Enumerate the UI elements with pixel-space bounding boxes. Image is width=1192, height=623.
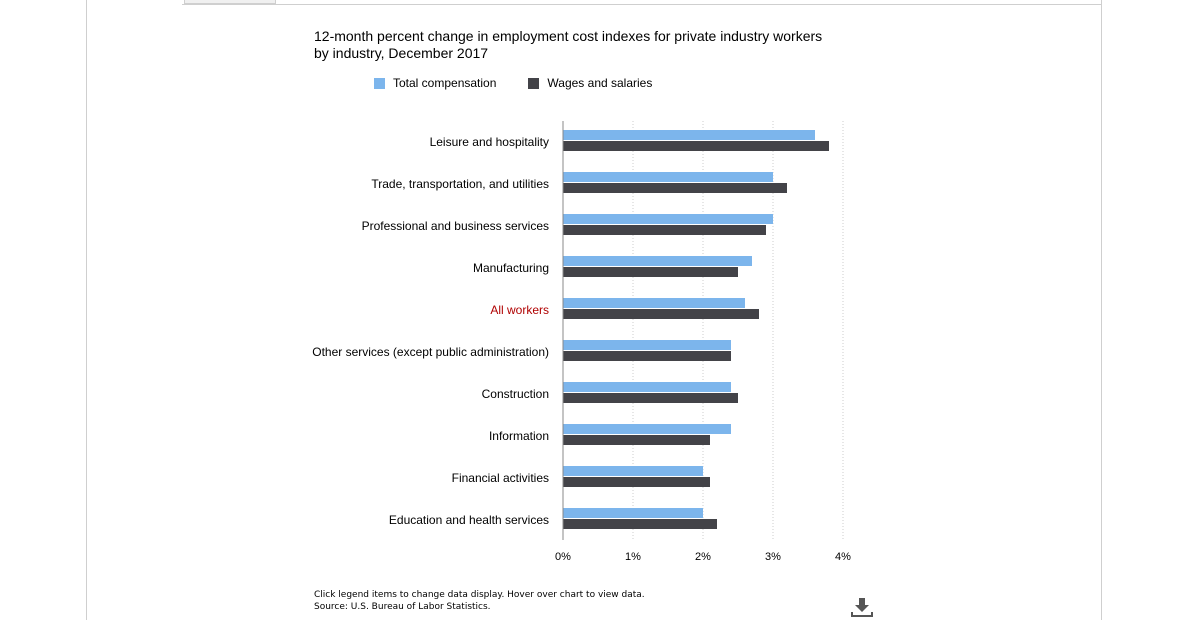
x-tick-label: 1%	[625, 551, 641, 563]
category-label: Construction	[482, 387, 549, 401]
chart-title-line-1: 12-month percent change in employment co…	[314, 28, 823, 44]
bar[interactable]	[563, 267, 738, 277]
chart-footnote: Click legend items to change data displa…	[314, 589, 645, 613]
category-label: Trade, transportation, and utilities	[371, 177, 549, 191]
tab-stub[interactable]	[184, 0, 276, 4]
bar[interactable]	[563, 256, 752, 266]
category-label: Financial activities	[452, 471, 549, 485]
category-label: All workers	[490, 303, 549, 317]
page-frame-left	[86, 0, 87, 620]
legend-swatch-total-compensation	[374, 77, 385, 89]
category-label: Professional and business services	[362, 219, 549, 233]
category-label: Manufacturing	[473, 261, 549, 275]
bar[interactable]	[563, 298, 745, 308]
chart-legend: Total compensation Wages and salaries	[374, 76, 684, 90]
x-tick-label: 2%	[695, 551, 711, 563]
x-tick-label: 0%	[555, 551, 571, 563]
bar[interactable]	[563, 130, 815, 140]
category-label: Leisure and hospitality	[430, 135, 549, 149]
legend-label-total-compensation: Total compensation	[393, 76, 497, 90]
bar[interactable]	[563, 141, 829, 151]
bar[interactable]	[563, 519, 717, 529]
footnote-source: Source: U.S. Bureau of Labor Statistics.	[314, 602, 491, 612]
category-label: Education and health services	[389, 513, 549, 527]
bar[interactable]	[563, 393, 738, 403]
legend-item-total-compensation[interactable]: Total compensation	[374, 76, 496, 90]
page-frame-right	[1101, 0, 1102, 620]
legend-label-wages-and-salaries: Wages and salaries	[547, 76, 653, 90]
bar[interactable]	[563, 351, 731, 361]
chart-title: 12-month percent change in employment co…	[314, 28, 874, 62]
download-icon[interactable]	[850, 596, 874, 618]
bar[interactable]	[563, 508, 703, 518]
bar[interactable]	[563, 466, 703, 476]
chart-title-line-2: by industry, December 2017	[314, 45, 489, 61]
bar[interactable]	[563, 309, 759, 319]
x-tick-label: 3%	[765, 551, 781, 563]
bar[interactable]	[563, 172, 773, 182]
bar[interactable]	[563, 183, 787, 193]
x-tick-label: 4%	[835, 551, 851, 563]
legend-swatch-wages-and-salaries	[528, 77, 540, 89]
footnote-instructions: Click legend items to change data displa…	[314, 590, 645, 600]
bar[interactable]	[563, 225, 766, 235]
bar[interactable]	[563, 424, 731, 434]
bar[interactable]	[563, 477, 710, 487]
category-label: Other services (except public administra…	[312, 345, 549, 359]
category-label: Information	[489, 429, 549, 443]
bar[interactable]	[563, 435, 710, 445]
page-frame-top	[182, 4, 1102, 5]
bar[interactable]	[563, 340, 731, 350]
legend-item-wages-and-salaries[interactable]: Wages and salaries	[528, 76, 652, 90]
bar[interactable]	[563, 214, 773, 224]
bar[interactable]	[563, 382, 731, 392]
